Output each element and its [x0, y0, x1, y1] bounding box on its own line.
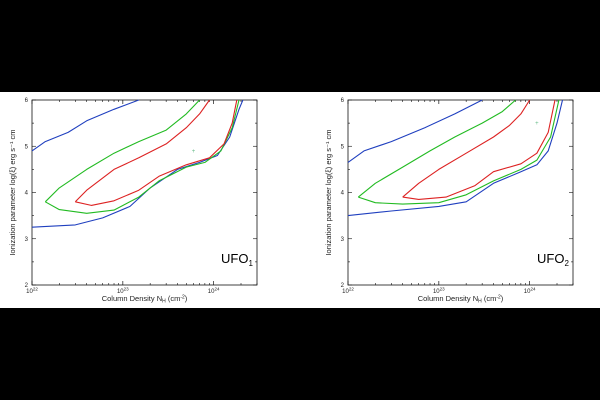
- contour-line-2: [347, 99, 564, 217]
- plot-label: UFO2: [537, 251, 569, 268]
- contour-line-3: [357, 99, 516, 198]
- x-tick-label: 1022: [26, 287, 38, 296]
- y-tick-label: 5: [25, 144, 29, 150]
- y-tick-label: 2: [25, 283, 29, 289]
- y-tick-label: 5: [341, 144, 345, 150]
- contour-line-1: [347, 99, 483, 163]
- contour-line-6: [75, 99, 238, 206]
- contour-line-1: [31, 99, 139, 152]
- plot-label: UFO1: [221, 251, 253, 268]
- chart-1: 1022 1023 1024 2 3 4 5 6 + UFO1 Column Density NH …: [8, 98, 258, 305]
- contour-line-6: [402, 99, 556, 200]
- contour-line-4: [358, 99, 560, 205]
- contour-line-3: [44, 99, 200, 203]
- y-tick-label: 4: [341, 191, 345, 197]
- y-tick-label: 3: [341, 237, 345, 243]
- y-tick-label: 6: [341, 98, 345, 104]
- y-tick-label: 4: [25, 191, 29, 197]
- x-tick-label: 1023: [433, 287, 445, 296]
- contour-line-2: [31, 99, 244, 228]
- x-tick-label: 1023: [117, 287, 129, 296]
- y-tick-label: 3: [25, 237, 29, 243]
- x-axis-label: Column Density NH (cm-2): [102, 294, 188, 305]
- y-axis-label: Ionization parameter log(ξ) erg s⁻¹ cm: [324, 129, 333, 255]
- x-tick-label: 1022: [342, 287, 354, 296]
- chart-2: 1022 1023 1024 2 3 4 5 6 + UFO2 Column Density NH …: [324, 98, 574, 305]
- figure-background: [0, 92, 600, 308]
- x-tick-label: 1024: [208, 287, 220, 296]
- best-fit-marker: +: [192, 149, 196, 155]
- x-axis-label: Column Density NH (cm-2): [418, 294, 504, 305]
- y-axis-label: Ionization parameter log(ξ) erg s⁻¹ cm: [8, 129, 17, 255]
- y-tick-label: 6: [25, 98, 29, 104]
- x-tick-label: 1024: [524, 287, 536, 296]
- best-fit-marker: +: [535, 121, 539, 127]
- contour-line-5: [402, 99, 531, 198]
- contour-line-5: [74, 99, 210, 203]
- y-tick-label: 2: [341, 283, 345, 289]
